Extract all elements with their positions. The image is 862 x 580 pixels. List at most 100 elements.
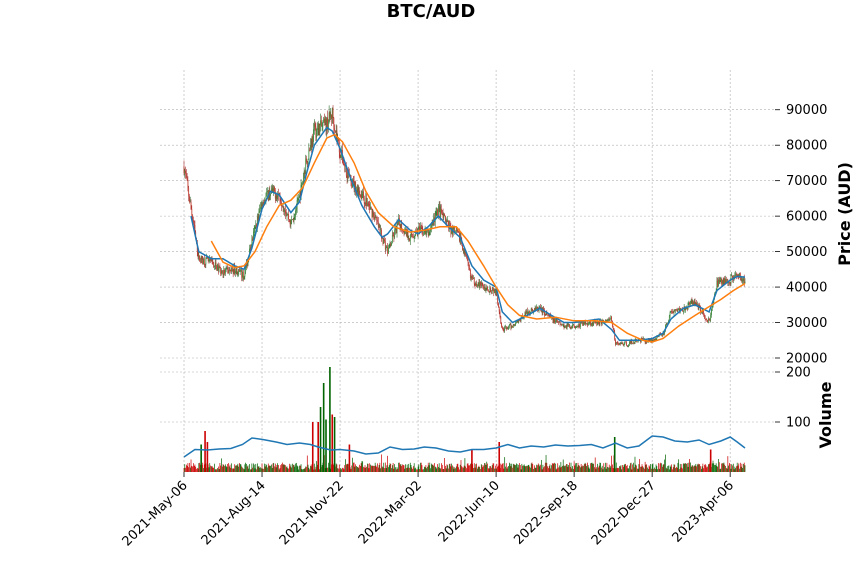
- candle-body: [550, 315, 552, 318]
- candle-body: [256, 224, 257, 228]
- volume-bar: [439, 467, 441, 472]
- volume-bar: [407, 467, 409, 472]
- volume-bar: [538, 464, 540, 472]
- candle-body: [654, 338, 655, 342]
- candle-body: [381, 229, 382, 239]
- candle-body: [395, 227, 396, 231]
- volume-bar: [459, 464, 461, 472]
- candle-body: [515, 322, 517, 326]
- volume-bar: [469, 465, 470, 472]
- volume-bar: [270, 465, 271, 472]
- volume-bar: [668, 469, 670, 472]
- volume-bar: [661, 463, 662, 472]
- candle-body: [385, 247, 387, 250]
- candle-body: [703, 312, 705, 315]
- volume-bar: [743, 462, 745, 472]
- candle-body: [293, 216, 295, 221]
- candle-body: [736, 274, 738, 276]
- volume-bar: [645, 464, 647, 472]
- volume-bar: [273, 462, 275, 472]
- candle-body: [471, 276, 473, 278]
- candle-body: [453, 227, 455, 229]
- volume-bar: [335, 463, 337, 472]
- volume-bar: [552, 463, 554, 472]
- volume-bar: [310, 465, 311, 472]
- volume-bar: [670, 466, 672, 472]
- volume-bar: [390, 463, 392, 472]
- candle-body: [331, 114, 332, 119]
- candle-body: [405, 229, 406, 230]
- volume-bar: [185, 464, 187, 472]
- volume-bar: [278, 469, 280, 472]
- price-grid: [160, 70, 775, 359]
- volume-bar: [412, 468, 413, 472]
- volume-bar: [549, 464, 551, 472]
- volume-bar: [597, 463, 598, 472]
- volume-bar: [625, 463, 626, 472]
- volume-bar: [352, 457, 353, 472]
- volume-bar: [736, 462, 738, 472]
- candle-body: [217, 264, 218, 271]
- candle-body: [686, 307, 687, 309]
- candle-body: [208, 259, 210, 261]
- candle-body: [554, 320, 556, 323]
- volume-bar: [192, 466, 193, 472]
- candle-body: [472, 277, 474, 279]
- volume-bar: [488, 468, 490, 472]
- volume-bar: [274, 463, 276, 472]
- volume-bar: [523, 464, 525, 472]
- candle-body: [393, 236, 395, 238]
- candle-body: [592, 322, 594, 326]
- volume-bar: [605, 468, 607, 472]
- volume-bar: [677, 462, 679, 472]
- candle-body: [347, 172, 349, 179]
- volume-bar: [531, 462, 533, 472]
- volume-bar: [505, 466, 506, 472]
- volume-bar: [739, 462, 741, 472]
- volume-bar: [626, 466, 627, 472]
- candle-body: [354, 182, 356, 190]
- candle-body: [271, 187, 273, 190]
- volume-bar: [271, 464, 272, 472]
- volume-bar: [440, 468, 442, 472]
- volume-bar: [231, 463, 232, 472]
- candle-body: [214, 262, 216, 266]
- volume-bar: [442, 469, 444, 472]
- candle-body: [577, 326, 579, 328]
- volume-bar: [528, 464, 530, 472]
- volume-bar: [576, 466, 578, 472]
- volume-bar: [575, 463, 577, 472]
- candle-body: [258, 211, 260, 221]
- candle-body: [691, 300, 693, 305]
- candle-body: [617, 342, 619, 345]
- candle-body: [280, 201, 282, 203]
- volume-bar: [729, 463, 731, 472]
- candle-body: [189, 201, 191, 203]
- volume-bar: [544, 466, 545, 472]
- candle-body: [572, 324, 574, 325]
- candle-body: [438, 206, 440, 209]
- volume-bar: [381, 466, 383, 472]
- candle-body: [526, 310, 528, 315]
- candle-body: [295, 210, 296, 216]
- candle-body: [682, 309, 683, 312]
- volume-bar: [654, 467, 655, 472]
- volume-bar: [404, 468, 406, 472]
- candle-body: [430, 229, 431, 232]
- candle-body: [397, 223, 399, 225]
- candle-body: [495, 287, 497, 294]
- candle-body: [481, 282, 483, 285]
- candle-body: [439, 206, 441, 217]
- volume-bar: [675, 468, 676, 472]
- candle-body: [253, 228, 255, 232]
- volume-bar: [599, 462, 601, 472]
- candle-body: [531, 308, 533, 311]
- volume-bar: [264, 466, 266, 472]
- candle-body: [343, 163, 345, 165]
- candle-body: [367, 203, 369, 205]
- candle-body: [574, 326, 576, 329]
- candle-body: [613, 328, 615, 332]
- x-tick-label: 2023-Apr-06: [670, 478, 737, 545]
- candle-body: [221, 270, 223, 274]
- volume-bar: [701, 466, 703, 472]
